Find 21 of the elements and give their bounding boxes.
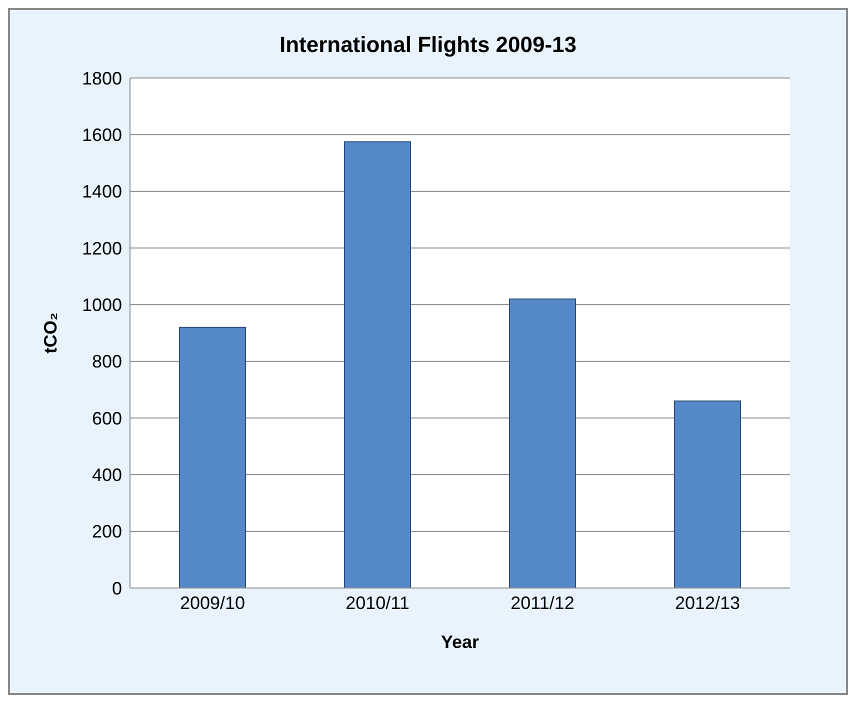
y-tick-label: 1000	[82, 295, 122, 316]
bar	[674, 400, 741, 588]
y-tick-label: 600	[92, 408, 122, 428]
y-tick-label: 1200	[82, 238, 122, 258]
y-tick-label: 1800	[82, 68, 122, 88]
y-tick-label: 0	[112, 578, 122, 598]
x-tick-label: 2011/12	[510, 592, 574, 613]
y-tick-label: 1400	[82, 182, 122, 202]
x-tick-label: 2012/13	[674, 592, 740, 613]
y-tick-label: 1600	[82, 125, 122, 146]
bar	[344, 141, 411, 588]
y-tick-label: 400	[92, 465, 122, 486]
x-axis-title: Year	[440, 632, 480, 652]
y-tick-label: 200	[92, 522, 122, 542]
bar	[179, 326, 246, 588]
x-tick-label: 2009/10	[180, 592, 246, 613]
y-axis-title: tCO₂	[40, 312, 60, 354]
bar	[509, 298, 576, 588]
y-tick-label: 800	[92, 352, 122, 372]
x-tick-label: 2010/11	[346, 592, 410, 613]
chart-title: International Flights 2009-13	[278, 32, 578, 58]
